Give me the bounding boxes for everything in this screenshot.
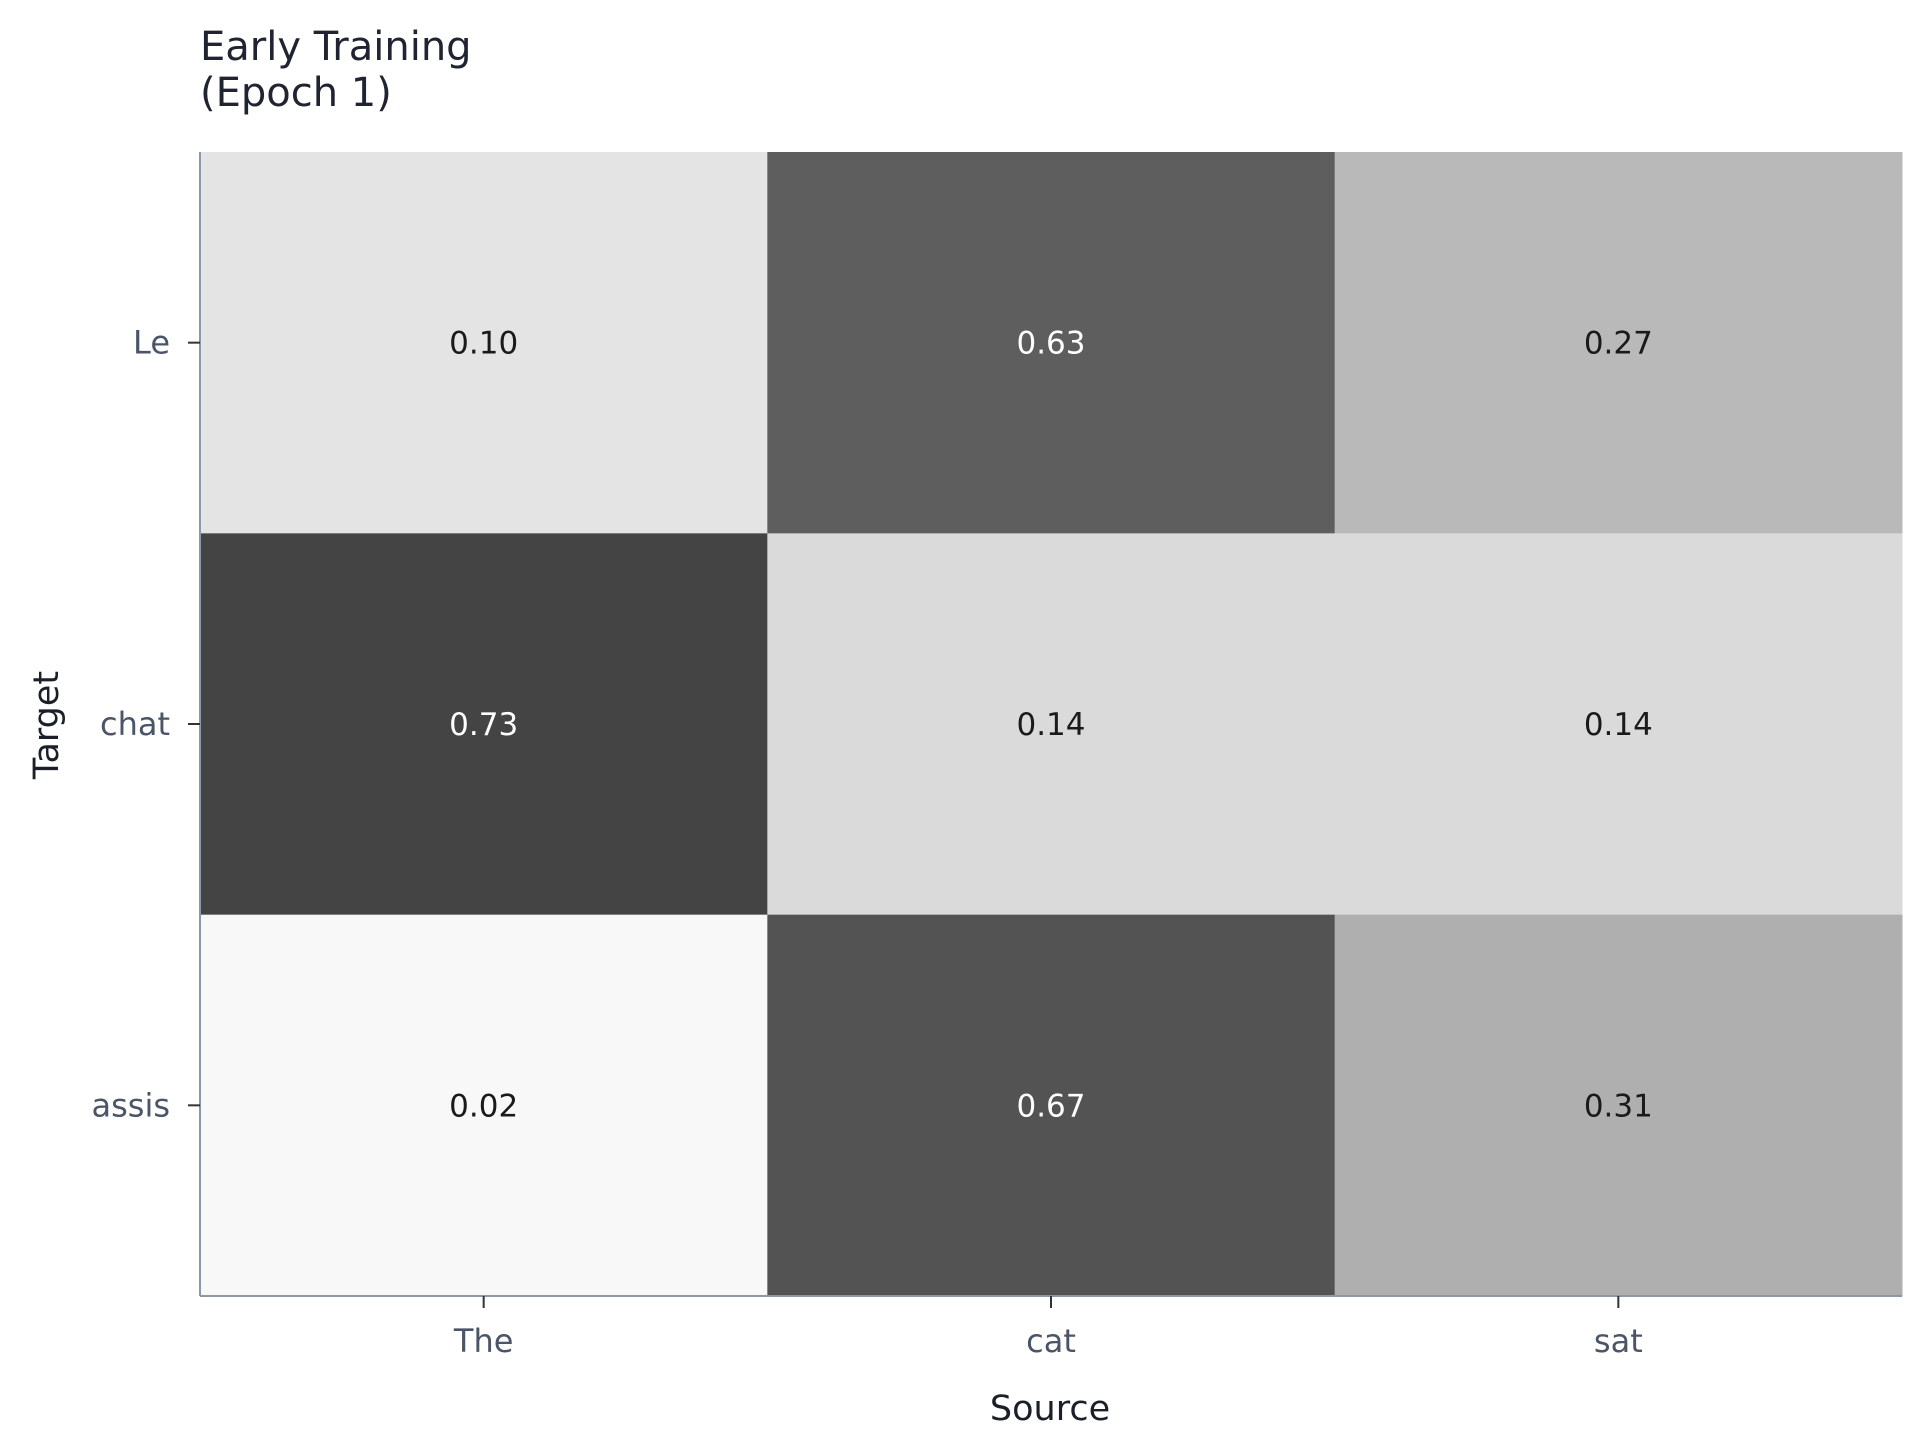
- heatmap-cell-Le-sat: [1334, 152, 1903, 534]
- x-axis-label: Source: [990, 1389, 1110, 1429]
- tick-labels: The cat sat Le chat assis: [91, 324, 1642, 1360]
- heatmap-cell-chat-The: [200, 533, 768, 916]
- cell-value-label: 0.10: [449, 326, 518, 362]
- x-tick-label: cat: [1026, 1322, 1076, 1360]
- y-axis-label: Target: [27, 671, 67, 780]
- cell-value-label: 0.67: [1016, 1088, 1085, 1124]
- heatmap-cell-chat-sat: [1334, 533, 1903, 916]
- cell-value-label: 0.73: [449, 707, 518, 743]
- x-tick-label: The: [453, 1322, 514, 1360]
- cell-value-label: 0.14: [1584, 707, 1653, 743]
- cell-value-label: 0.27: [1584, 326, 1653, 362]
- heatmap-cell-assis-sat: [1334, 914, 1903, 1297]
- cell-value-label: 0.02: [449, 1088, 518, 1124]
- heatmap-cell-chat-cat: [767, 533, 1336, 916]
- heatmap-cells: 0.10 0.63 0.27 0.73 0.14 0.14 0.02 0.67 0.31: [200, 152, 1903, 1297]
- chart-title-line-1: Early Training: [200, 24, 472, 70]
- y-tick-label: assis: [91, 1086, 170, 1124]
- heatmap-cell-assis-The: [200, 914, 768, 1297]
- heatmap-cell-Le-cat: [767, 152, 1336, 534]
- cell-value-label: 0.14: [1016, 707, 1085, 743]
- x-tick-label: sat: [1594, 1322, 1643, 1360]
- cell-value-label: 0.31: [1584, 1088, 1653, 1124]
- y-tick-label: Le: [133, 324, 170, 362]
- heatmap-cell-assis-cat: [767, 914, 1336, 1297]
- chart-title-line-2: (Epoch 1): [200, 70, 392, 116]
- axes: [188, 152, 1902, 1308]
- y-tick-label: chat: [100, 705, 170, 743]
- heatmap-cell-Le-The: [200, 152, 768, 534]
- cell-value-label: 0.63: [1016, 326, 1085, 362]
